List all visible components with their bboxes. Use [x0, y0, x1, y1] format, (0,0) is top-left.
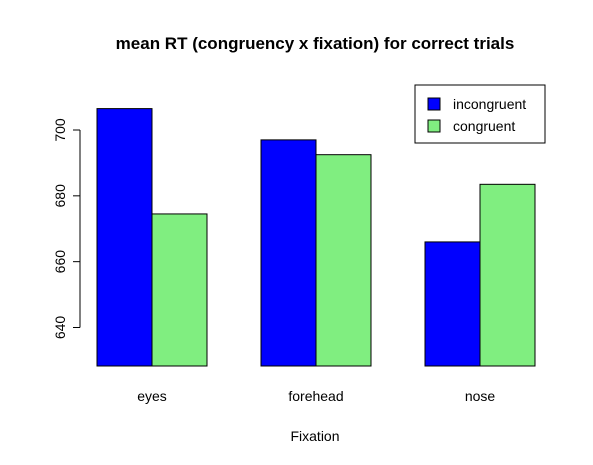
bar-eyes-congruent	[151, 213, 208, 367]
bar-nose-incongruent	[424, 241, 481, 367]
legend-swatch-incongruent	[427, 97, 441, 111]
y-tick-label-640: 640	[52, 316, 68, 340]
legend-label-incongruent: incongruent	[453, 96, 526, 112]
y-tick-label-680: 680	[52, 184, 68, 208]
bar-forehead-incongruent	[260, 139, 317, 367]
legend: incongruent congruent	[414, 84, 546, 144]
bars-group	[96, 108, 536, 367]
legend-label-congruent: congruent	[453, 118, 515, 134]
chart-title: mean RT (congruency x fixation) for corr…	[116, 34, 515, 53]
y-axis: 640 660 680 700	[52, 118, 81, 340]
x-axis-title: Fixation	[290, 428, 339, 444]
bar-eyes-incongruent	[96, 108, 153, 367]
x-tick-label-forehead: forehead	[288, 388, 343, 404]
legend-swatch-congruent	[427, 119, 441, 133]
x-axis-labels: eyes forehead nose	[137, 388, 495, 404]
x-tick-label-eyes: eyes	[137, 388, 167, 404]
legend-box	[414, 84, 546, 144]
y-tick-label-660: 660	[52, 250, 68, 274]
bar-nose-congruent	[479, 183, 536, 367]
x-tick-label-nose: nose	[465, 388, 496, 404]
bar-forehead-congruent	[315, 154, 372, 367]
y-tick-label-700: 700	[52, 118, 68, 142]
